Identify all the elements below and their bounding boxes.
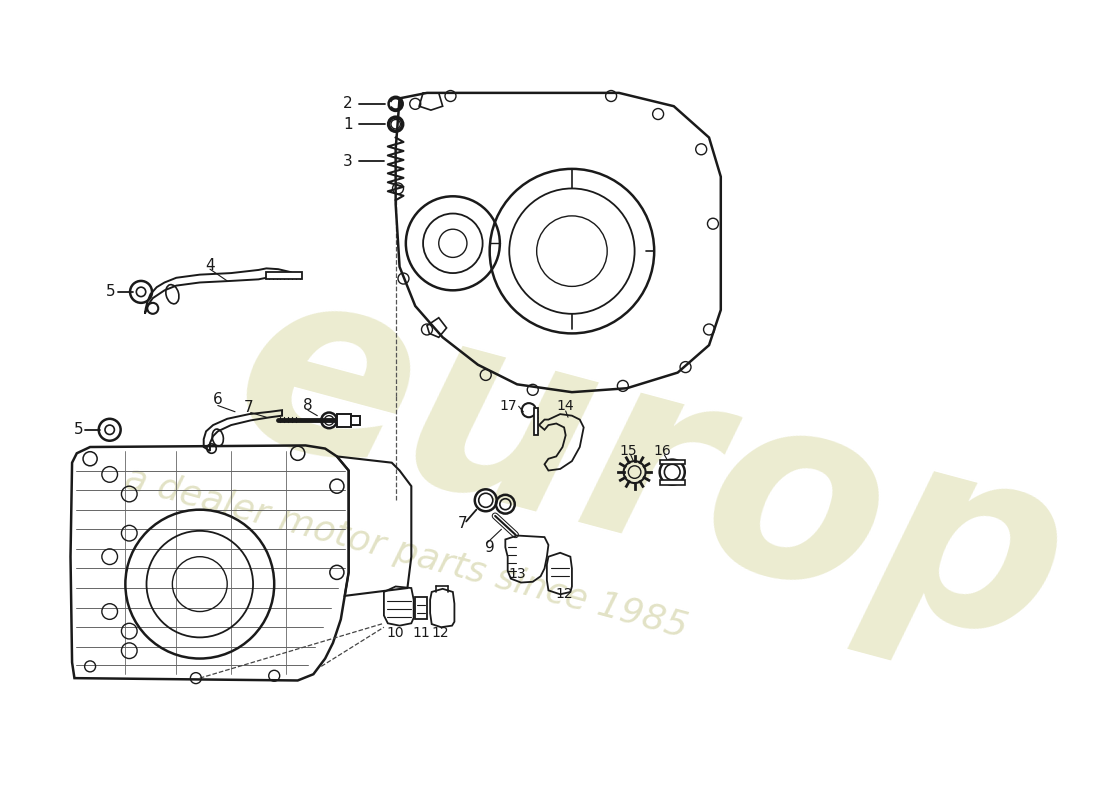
Text: 6: 6	[213, 393, 222, 407]
Text: 13: 13	[508, 567, 526, 581]
Bar	[660, 459, 685, 464]
Bar	[266, 271, 301, 279]
Text: 12: 12	[431, 626, 449, 641]
Text: 17: 17	[499, 399, 517, 414]
Text: 9: 9	[485, 540, 495, 554]
Text: 12: 12	[556, 587, 573, 602]
Text: 8: 8	[304, 398, 312, 413]
Bar	[660, 480, 685, 485]
Text: 7: 7	[243, 400, 253, 415]
Text: 5: 5	[107, 284, 116, 299]
Text: 14: 14	[557, 399, 574, 414]
Text: 2: 2	[343, 96, 353, 111]
Text: 10: 10	[387, 626, 405, 641]
Text: 15: 15	[619, 444, 637, 458]
Bar	[535, 408, 538, 435]
Text: 16: 16	[653, 444, 671, 458]
Bar	[415, 598, 427, 619]
Text: europ: europ	[211, 242, 1091, 699]
Text: 7: 7	[458, 516, 468, 531]
Text: 5: 5	[74, 422, 84, 438]
Bar	[351, 416, 361, 425]
Bar	[337, 414, 351, 426]
Text: 4: 4	[206, 258, 214, 273]
Text: 11: 11	[412, 626, 430, 641]
Text: 1: 1	[343, 117, 353, 132]
Text: 3: 3	[343, 154, 353, 169]
Text: a dealer motor parts since 1985: a dealer motor parts since 1985	[121, 461, 692, 645]
